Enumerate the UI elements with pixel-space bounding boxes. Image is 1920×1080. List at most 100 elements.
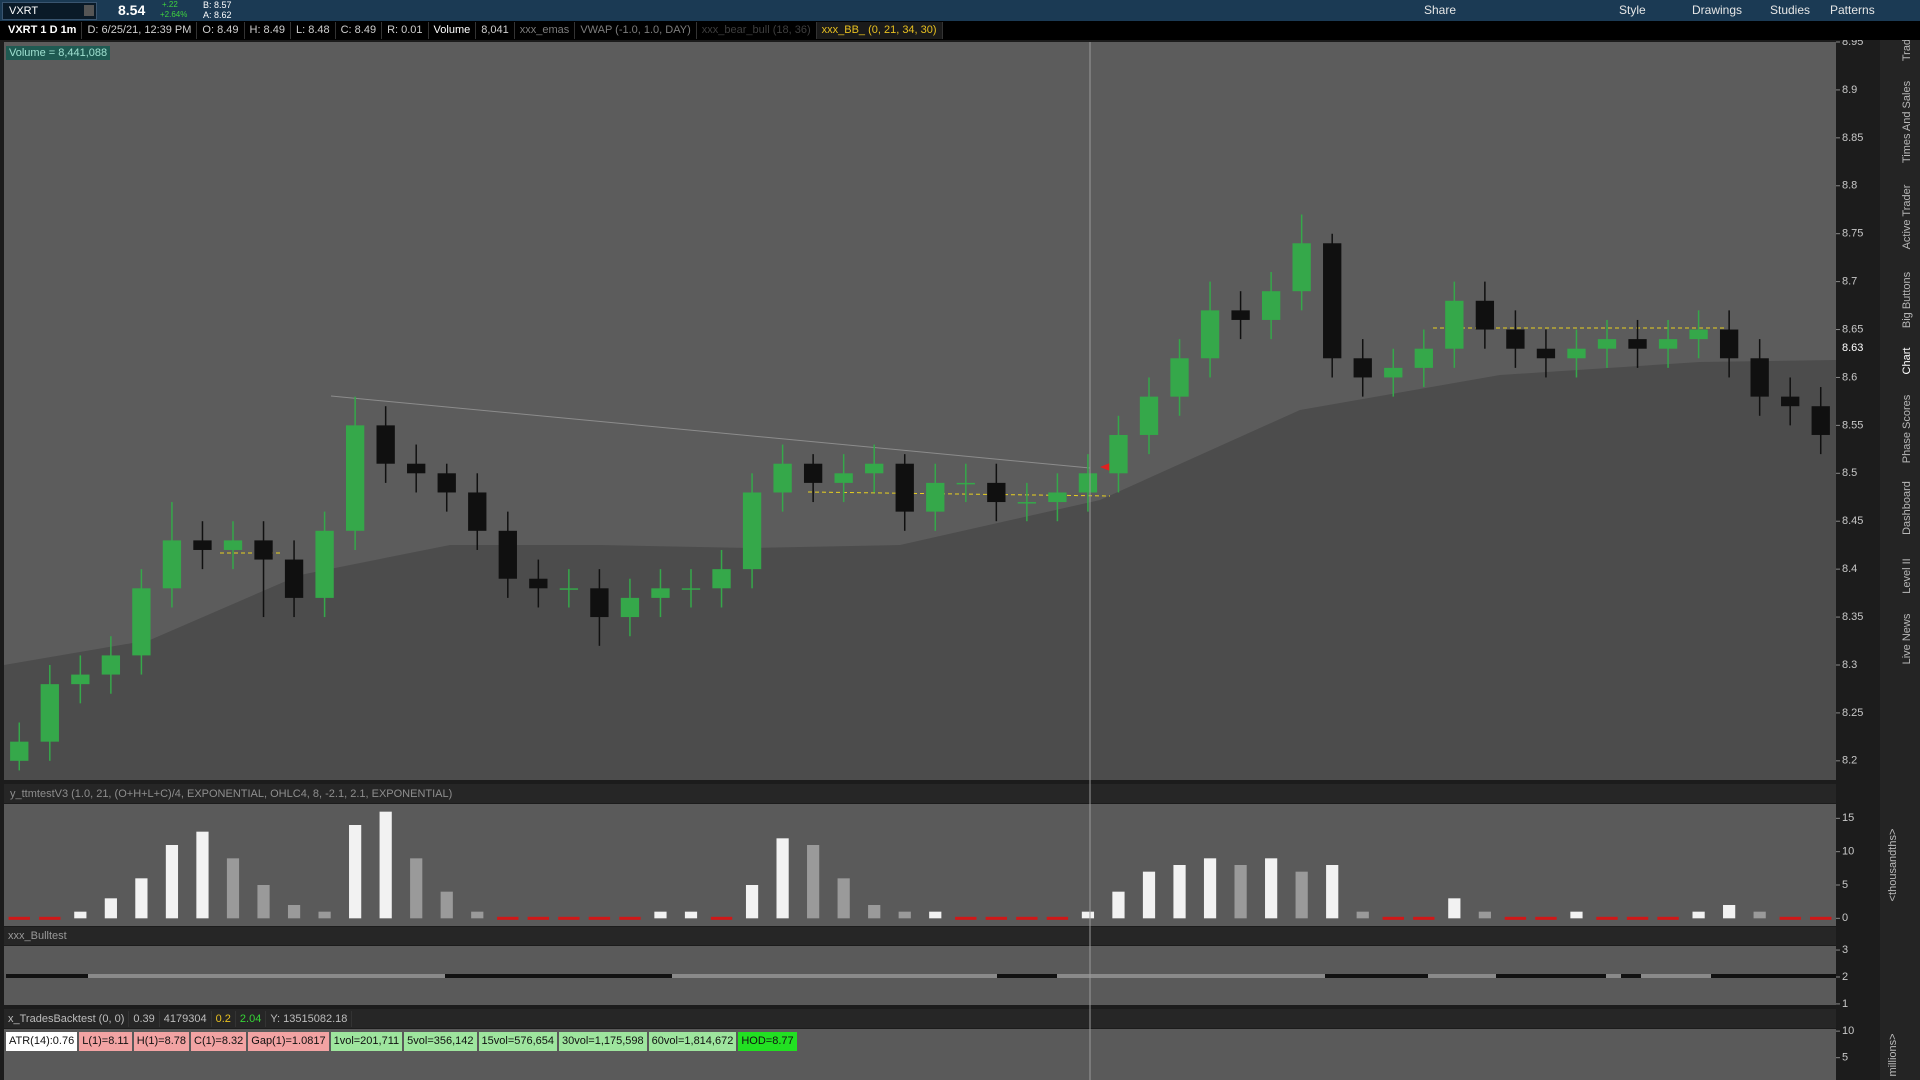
oscillator-zero [1382,916,1404,920]
dropdown[interactable] [84,5,94,16]
candle-body [803,463,823,483]
oscillator-title: y_ttmtestV3 (1.0, 21, (O+H+L+C)/4, EXPON… [10,788,452,800]
oscillator-bar [257,885,270,919]
style-button[interactable]: Style [1619,3,1646,17]
drawings-button[interactable]: Drawings [1692,3,1743,17]
study-bb[interactable]: xxx_BB_ (0, 21, 34, 30) [816,22,943,39]
oscillator-bar [287,905,301,919]
panel-title-strip [4,927,1836,945]
oscillator-bar [1203,858,1217,919]
y-tick-label: 5 [1842,1052,1848,1064]
oscillator-bar [1234,865,1247,919]
backtest-labels: ATR(14):0.76 L(1)=8.11 H(1)=8.78 C(1)=8.… [6,1032,797,1051]
oscillator-bar [1723,905,1736,919]
candle-body [1017,502,1037,504]
candle-body [1506,329,1525,349]
candle-body [529,578,548,589]
candle-body [590,588,609,618]
candle-body [1475,300,1495,330]
candle-body [10,741,29,761]
oscillator-zero [558,916,580,920]
y-tick-label: 8.9 [1842,84,1857,96]
last-price-label: 8.63 [1842,342,1863,354]
side-tab[interactable]: Times And Sales [1901,80,1913,163]
candle-body [1170,358,1189,397]
study-bear-bull[interactable]: xxx_bear_bull (18, 36) [697,22,817,39]
toolbar: VXRT 8.54 +.22 +2.64% B: 8.57 A: 8.62 Sh… [0,0,1920,21]
candle-body [284,559,304,598]
backtest-stat: Y: 13515082.18 [266,1011,353,1027]
trend-line [330,395,1091,469]
oscillator-bar [1570,911,1583,919]
symbol: VXRT [9,5,39,17]
volume-study[interactable]: Volume [429,22,477,39]
label-gap: Gap(1)=1.0817 [248,1032,329,1051]
side-tab[interactable]: Big Buttons [1901,271,1913,328]
oscillator-zero [1779,916,1801,920]
bar-range: R: 0.01 [382,22,429,39]
side-tab[interactable]: Chart [1901,348,1913,375]
oscillator-bar [74,911,87,919]
label-hod: HOD=8.77 [738,1032,797,1051]
change: +.22 [162,0,178,9]
info-bar: VXRT 1 D 1m D: 6/25/21, 12:39 PM O: 8.49… [0,21,1920,40]
backtest-unit: millions> [1887,1033,1899,1076]
y-tick-label: 8.35 [1842,611,1863,623]
bar-open: O: 8.49 [197,22,245,39]
side-tab[interactable]: Live News [1901,613,1913,664]
oscillator-bar [868,905,881,919]
y-tick-label: 3 [1842,944,1848,956]
candle-body [437,473,456,493]
candle-body [1536,348,1556,359]
studies-button[interactable]: Studies [1770,3,1811,17]
y-tick-label: 8.55 [1842,419,1863,431]
y-tick-label: 10 [1842,1025,1854,1037]
oscillator-panel [4,804,1836,926]
oscillator-bar [745,885,759,919]
label-vol: 60vol=1,814,672 [648,1032,737,1051]
oscillator-zero [1657,916,1679,920]
candle-body [1445,300,1464,349]
oscillator-bar [929,911,942,919]
candle-body [895,463,914,512]
side-tab[interactable]: Phase Scores [1901,394,1913,463]
change-pct: +2.64% [160,10,188,19]
backtest-stat: 0.2 [212,1011,236,1027]
share-button[interactable]: Share [1424,3,1457,17]
candle-body [1139,396,1159,435]
y-tick-label: 0 [1842,912,1848,924]
candle-body [620,597,640,618]
side-tab[interactable]: Dashboard [1901,481,1913,535]
oscillator-bar [165,845,179,919]
bulltest-stripe [6,974,1836,978]
y-tick-label: 8.75 [1842,228,1863,240]
oscillator-bar [837,878,850,919]
side-tab[interactable]: Active Trader [1901,184,1913,249]
study-emas[interactable]: xxx_emas [515,22,576,39]
y-tick-label: 8.3 [1842,659,1857,671]
study-vwap[interactable]: VWAP (-1.0, 1.0, DAY) [575,22,697,39]
oscillator-zero [955,916,977,920]
candle-body [1567,348,1586,359]
oscillator-bar [1478,911,1491,919]
candle-body [773,463,792,493]
panel-title-strip [4,1009,1836,1028]
label-vol: 30vol=1,175,598 [559,1032,647,1051]
panel-title-strip [4,784,1836,803]
symbol-box[interactable]: VXRT [2,2,97,20]
patterns-button[interactable]: Patterns [1830,3,1875,17]
bar-date: D: 6/25/21, 12:39 PM [82,22,198,39]
oscillator-bar [1081,911,1095,919]
oscillator-zero [1810,916,1832,920]
y-tick-label: 8.5 [1842,467,1857,479]
side-tab[interactable]: Level II [1901,558,1913,593]
candle-body [101,655,121,675]
oscillator-zero [588,916,611,920]
candle-body [71,674,90,685]
y-tick-label: 8.7 [1842,276,1857,288]
oscillator-bar [318,911,331,919]
oscillator-bar [135,878,148,919]
bar-volume: 8,041 [476,22,515,39]
